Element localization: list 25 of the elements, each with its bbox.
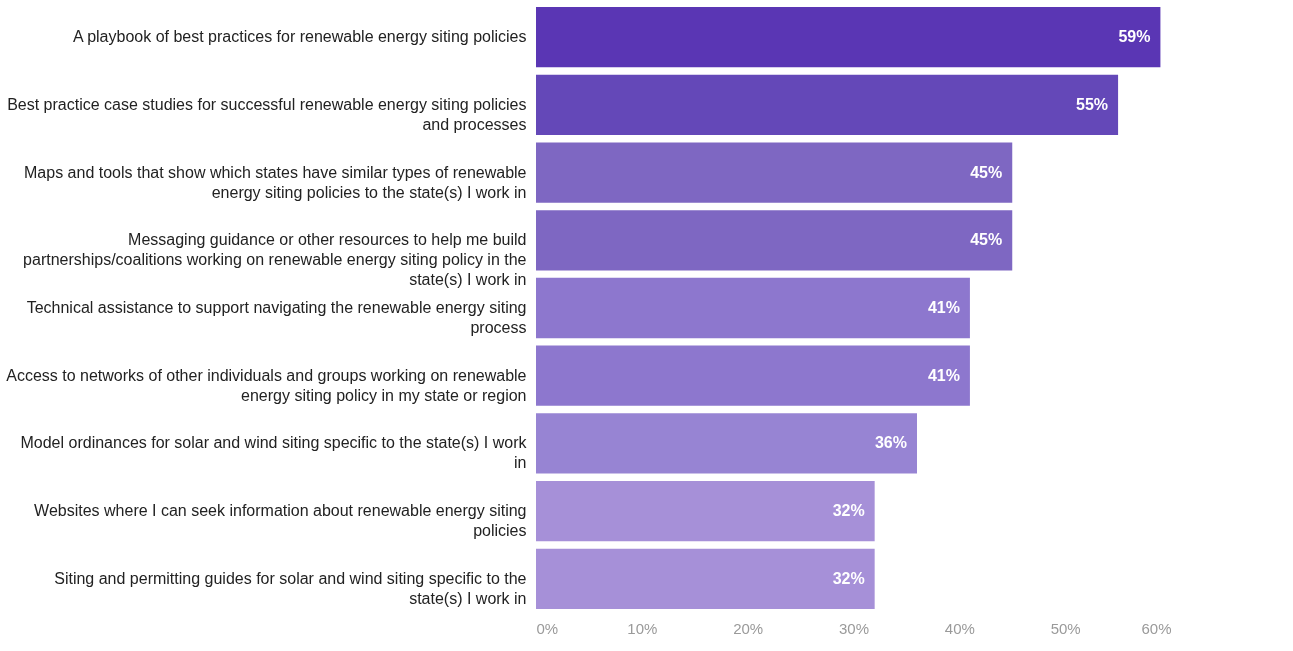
x-tick-label: 60% xyxy=(1141,619,1172,637)
data-label: 41% xyxy=(927,299,960,316)
y-tick-label: Maps and tools that show which states have similar types of renewable energy siting policies to the state(s) I work in xyxy=(24,163,527,201)
x-tick-label: 40% xyxy=(944,619,975,637)
x-tick-label: 10% xyxy=(627,619,658,637)
x-tick-label: 30% xyxy=(838,619,870,637)
y-tick-label: A playbook of best practices for renewable energy siting policies xyxy=(72,28,527,46)
x-tick-label: 50% xyxy=(1050,619,1081,637)
x-tick-label: 0% xyxy=(536,619,559,637)
data-label: 45% xyxy=(970,231,1003,249)
y-tick-label: Access to networks of other individuals and groups working on renewable energy siting policy in my state or region xyxy=(6,366,527,404)
data-label: 36% xyxy=(874,434,907,452)
data-label: 45% xyxy=(970,163,1003,181)
data-label: 32% xyxy=(832,569,865,587)
data-label: 41% xyxy=(927,366,960,384)
y-tick-label: Websites where I can seek information about renewable energy siting policies xyxy=(34,502,527,540)
y-tick-label: Messaging guidance or other resources to help me build partnerships/coalitions working on renewable energy siting policy in the state(s) I work in xyxy=(23,231,527,289)
x-tick-label: 20% xyxy=(733,619,764,637)
y-tick-label: Best practice case studies for successful renewable energy siting policies and processes xyxy=(7,95,527,133)
y-tick-label: Model ordinances for solar and wind siting specific to the state(s) I work in xyxy=(20,434,528,472)
y-tick-label: Technical assistance to support navigating the renewable energy siting process xyxy=(26,299,527,336)
data-label: 59% xyxy=(1118,28,1151,46)
data-label: 55% xyxy=(1076,95,1109,113)
data-label: 32% xyxy=(832,502,865,520)
y-tick-label: Siting and permitting guides for solar and wind siting specific to the state(s) I work in xyxy=(54,569,527,607)
